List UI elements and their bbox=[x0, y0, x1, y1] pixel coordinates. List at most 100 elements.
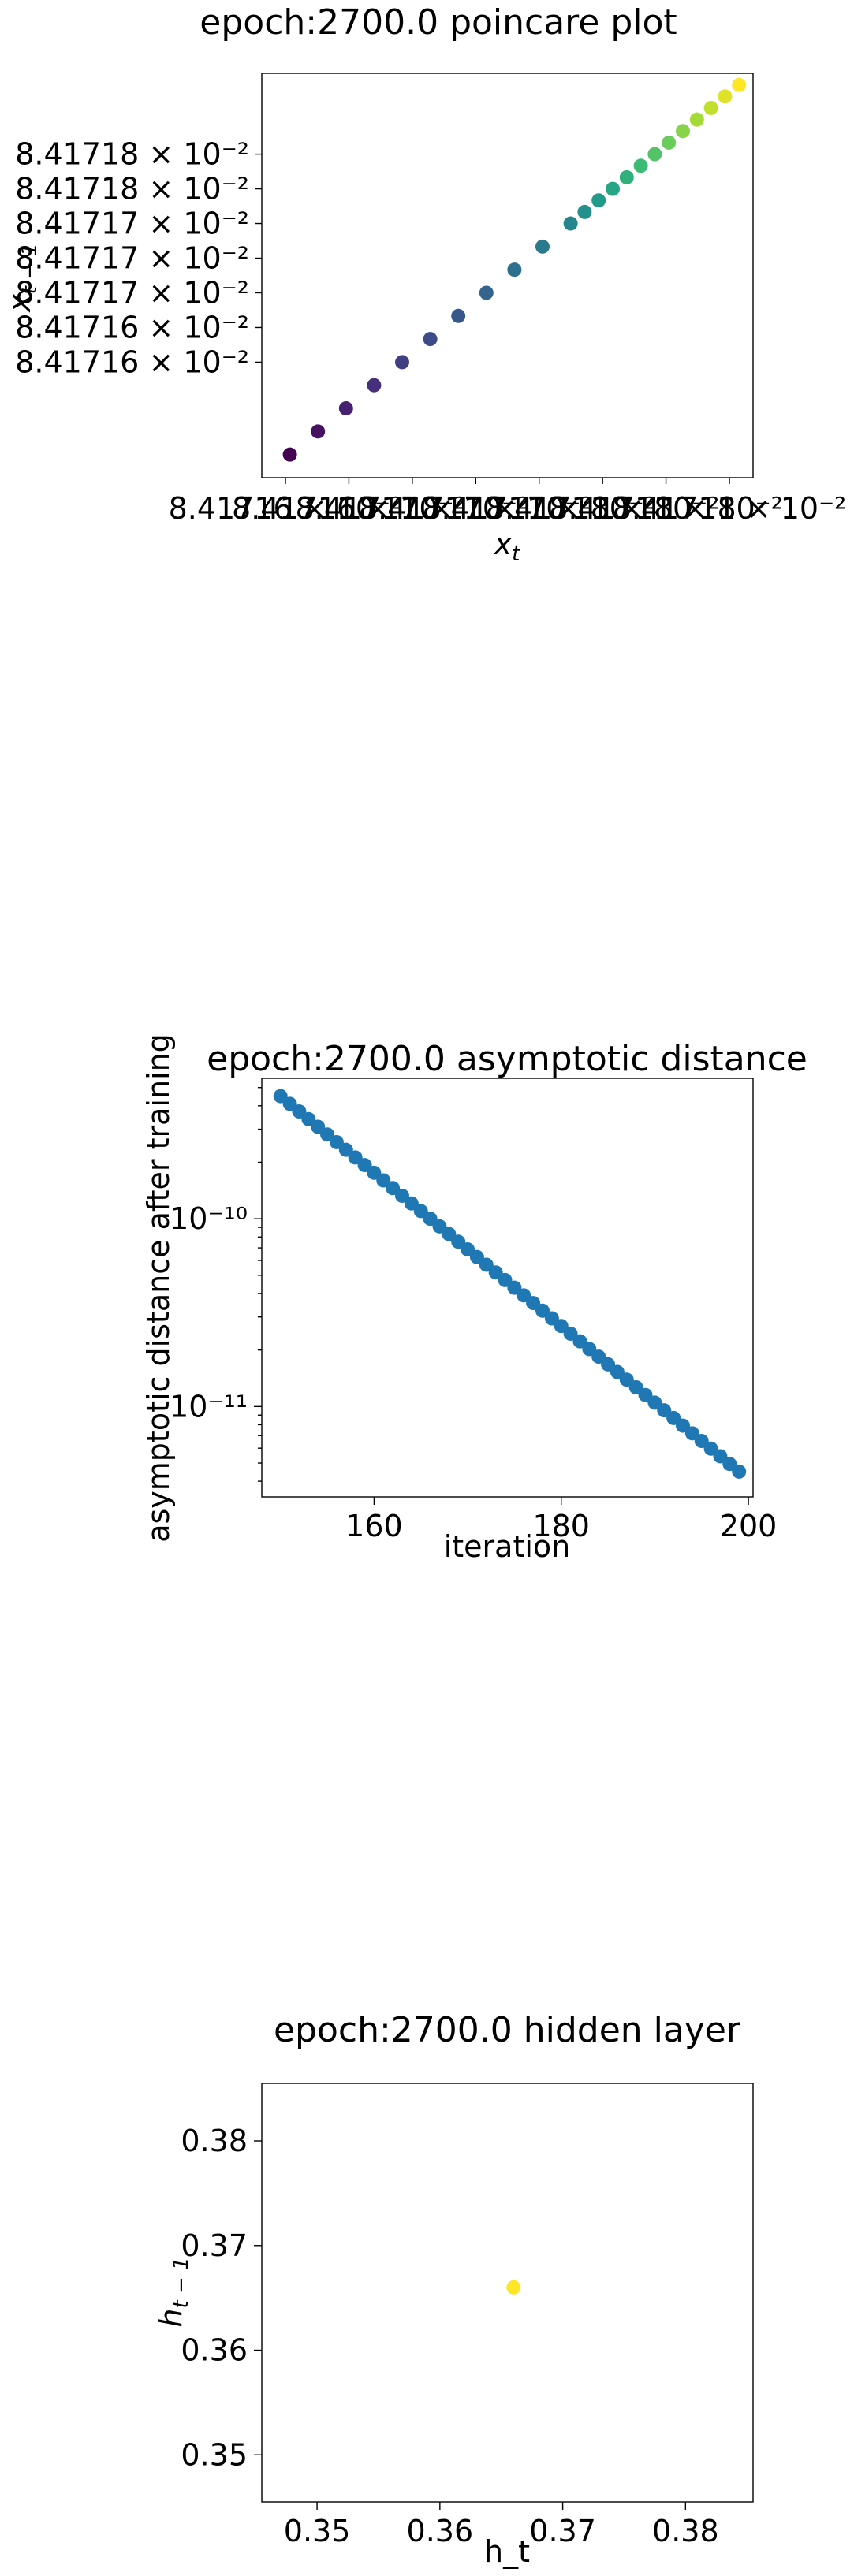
chart3-x-tick-label: 0.35 bbox=[284, 2514, 351, 2548]
chart2-point bbox=[367, 1165, 382, 1180]
chart1-x-tick-label: 8.41718 × 10⁻² bbox=[613, 491, 847, 526]
chart2-point bbox=[526, 1296, 541, 1311]
chart2-point bbox=[722, 1457, 737, 1472]
chart2-point bbox=[469, 1249, 484, 1264]
chart3-y-tick-label: 0.36 bbox=[181, 2333, 248, 2368]
chart2-x-tick-label: 200 bbox=[720, 1509, 778, 1543]
chart2-point bbox=[451, 1234, 466, 1249]
chart3-y-tick-label: 0.37 bbox=[181, 2228, 248, 2263]
chart2-x-label: iteration bbox=[444, 1529, 571, 1564]
chart1-point bbox=[662, 135, 677, 150]
chart2-point bbox=[676, 1418, 690, 1433]
chart1-y-tick-label: 8.41716 × 10⁻² bbox=[15, 310, 249, 344]
chart2-point bbox=[591, 1349, 606, 1364]
chart2-y-tick-label: 10⁻¹¹ bbox=[170, 1389, 248, 1424]
chart2-point bbox=[488, 1265, 503, 1280]
chart1-point bbox=[507, 262, 522, 277]
chart2-y-ticks: 10⁻¹¹ 10⁻¹⁰ bbox=[170, 1087, 262, 1482]
chart3-y-tick-label: 0.35 bbox=[181, 2437, 248, 2472]
chart2-point bbox=[282, 1096, 297, 1111]
chart2-point bbox=[311, 1119, 326, 1134]
chart1-point bbox=[633, 158, 648, 173]
chart1-y-tick-label: 8.41717 × 10⁻² bbox=[15, 275, 249, 310]
chart2-point bbox=[413, 1204, 428, 1219]
chart2-point bbox=[498, 1272, 513, 1287]
chart1-point bbox=[563, 216, 578, 231]
chart1-x-tick-label: 8.41717 × 10⁻² bbox=[359, 491, 593, 526]
chart1-point bbox=[577, 204, 592, 219]
chart2-point bbox=[713, 1449, 728, 1464]
chart3-y-label: ht − 1 bbox=[154, 2257, 193, 2327]
chart2-point bbox=[376, 1173, 391, 1188]
chart1-point bbox=[423, 332, 438, 347]
chart1-point bbox=[282, 447, 297, 462]
chart1-point bbox=[591, 193, 606, 208]
chart3-x-tick-label: 0.36 bbox=[407, 2514, 474, 2548]
asymptotic-distance-plot: epoch:2700.0 asymptotic distance 10⁻¹¹10… bbox=[141, 1033, 807, 1564]
chart2-point bbox=[563, 1326, 578, 1341]
chart1-y-tick-label: 8.41718 × 10⁻² bbox=[15, 137, 249, 172]
chart2-point bbox=[732, 1464, 747, 1479]
chart1-point bbox=[703, 100, 718, 115]
hidden-layer-plot: epoch:2700.0 hidden layer 0.350.360.370.… bbox=[154, 2010, 754, 2569]
chart3-y-ticks: 0.35 0.36 0.37 0.38 bbox=[181, 2124, 262, 2472]
chart3-x-ticks: 0.35 0.36 0.37 0.38 bbox=[284, 2502, 719, 2548]
chart1-x-label: xt bbox=[494, 527, 521, 566]
chart1-point bbox=[338, 401, 353, 416]
chart2-point bbox=[535, 1303, 550, 1318]
chart1-y-tick-label: 8.41716 × 10⁻² bbox=[15, 344, 249, 379]
chart2-x-tick-label: 180 bbox=[532, 1509, 590, 1543]
chart2-plot-area bbox=[261, 1078, 754, 1498]
chart2-point bbox=[657, 1403, 672, 1418]
chart3-x-tick-label: 0.38 bbox=[652, 2514, 719, 2548]
chart2-point bbox=[395, 1188, 409, 1203]
chart2-point bbox=[461, 1242, 475, 1257]
chart2-x-ticks: 160 180 200 bbox=[345, 1497, 777, 1543]
chart1-point bbox=[676, 124, 690, 139]
chart2-point bbox=[404, 1196, 419, 1211]
chart3-y-tick-label: 0.38 bbox=[181, 2124, 248, 2158]
chart1-x-tick-label: 8.41717 × 10⁻² bbox=[295, 491, 529, 526]
chart1-x-tick-label: 8.41716 × 10⁻² bbox=[169, 491, 403, 526]
chart1-point bbox=[311, 424, 326, 439]
chart1-point bbox=[451, 308, 466, 323]
chart2-point bbox=[386, 1181, 401, 1196]
chart2-point bbox=[628, 1379, 643, 1394]
chart2-y-tick-label: 10⁻¹⁰ bbox=[170, 1201, 248, 1236]
chart2-point bbox=[348, 1150, 363, 1165]
chart3-x-tick-label: 0.37 bbox=[529, 2514, 596, 2548]
chart2-point bbox=[273, 1089, 288, 1104]
chart2-x-tick-label: 160 bbox=[345, 1509, 403, 1543]
chart1-point bbox=[619, 169, 634, 184]
chart1-x-tick-label: 8.41718 × 10⁻² bbox=[486, 491, 720, 526]
chart2-points bbox=[273, 1089, 747, 1479]
chart2-point bbox=[292, 1104, 307, 1119]
chart2-point bbox=[582, 1342, 597, 1357]
chart3-points bbox=[506, 2280, 521, 2295]
chart2-point bbox=[320, 1127, 335, 1142]
chart2-point bbox=[647, 1395, 662, 1410]
chart3-point bbox=[506, 2280, 521, 2295]
chart2-point bbox=[442, 1227, 457, 1241]
chart2-point bbox=[572, 1334, 587, 1349]
chart1-x-tick-label: 8.41717 × 10⁻² bbox=[422, 491, 656, 526]
chart2-point bbox=[554, 1319, 569, 1334]
chart1-y-ticks: 8.41716 × 10⁻²8.41716 × 10⁻²8.41717 × 10… bbox=[15, 137, 262, 379]
chart1-plot-area bbox=[261, 73, 754, 478]
chart2-point bbox=[329, 1134, 344, 1149]
chart1-y-tick-label: 8.41718 × 10⁻² bbox=[15, 172, 249, 207]
chart2-point bbox=[684, 1426, 699, 1441]
chart2-point bbox=[479, 1257, 494, 1272]
chart1-point bbox=[689, 112, 704, 127]
chart2-point bbox=[357, 1158, 372, 1173]
chart2-point bbox=[666, 1410, 681, 1425]
chart2-point bbox=[703, 1441, 718, 1456]
chart2-title: epoch:2700.0 asymptotic distance bbox=[207, 1039, 807, 1079]
chart2-point bbox=[619, 1372, 634, 1387]
chart1-point bbox=[535, 239, 550, 254]
chart1-y-tick-label: 8.41717 × 10⁻² bbox=[15, 241, 249, 276]
chart3-plot-area bbox=[261, 2083, 754, 2503]
chart2-point bbox=[517, 1288, 531, 1303]
chart2-point bbox=[638, 1387, 653, 1402]
